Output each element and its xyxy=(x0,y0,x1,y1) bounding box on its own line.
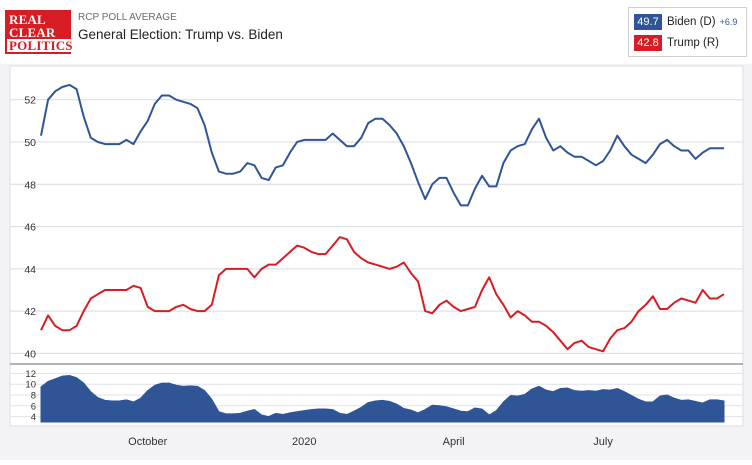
y-tick-label: 46 xyxy=(24,222,36,234)
x-tick-label: 2020 xyxy=(292,436,316,448)
spread-value: +6.9 xyxy=(719,17,738,27)
y-tick-label: 50 xyxy=(24,137,36,149)
x-tick-label: April xyxy=(443,436,465,448)
spread-y-tick-label: 4 xyxy=(31,412,36,423)
y-tick-label: 44 xyxy=(24,264,36,276)
biden-legend-label: Biden (D) xyxy=(667,16,716,28)
y-tick-label: 42 xyxy=(24,306,36,318)
chart-title: General Election: Trump vs. Biden xyxy=(78,27,283,42)
legend-item-biden[interactable]: 49.7 Biden (D) +6.9 xyxy=(634,14,737,30)
biden-value-badge: 49.7 xyxy=(634,14,662,30)
poll-average-label: RCP POLL AVERAGE xyxy=(78,12,177,23)
x-tick-label: October xyxy=(128,436,167,448)
rcp-logo[interactable]: REAL CLEAR POLITICS xyxy=(5,10,75,54)
y-tick-label: 52 xyxy=(24,95,36,107)
spread-y-tick-label: 12 xyxy=(25,369,36,380)
y-tick-label: 48 xyxy=(24,179,36,191)
y-tick-label: 40 xyxy=(24,348,36,360)
spread-area xyxy=(40,375,725,423)
series-line-trump xyxy=(40,236,725,353)
trump-legend-label: Trump (R) xyxy=(667,37,719,49)
x-tick-label: July xyxy=(593,436,613,448)
spread-y-tick-label: 10 xyxy=(25,380,36,391)
legend: 49.7 Biden (D) +6.9 42.8 Trump (R) xyxy=(628,7,747,57)
main-plot-panel xyxy=(9,65,744,365)
legend-item-trump[interactable]: 42.8 Trump (R) xyxy=(634,35,719,51)
chart-area: 40 42 44 46 48 50 52 4 6 8 10 12 October 2020 April Jul… xyxy=(0,64,752,460)
spread-y-tick-label: 6 xyxy=(31,401,36,412)
series-line-biden xyxy=(40,83,724,207)
trump-value-badge: 42.8 xyxy=(634,35,662,51)
header: REAL CLEAR POLITICS RCP POLL AVERAGE Gener… xyxy=(0,0,752,64)
spread-y-tick-label: 8 xyxy=(31,391,36,402)
